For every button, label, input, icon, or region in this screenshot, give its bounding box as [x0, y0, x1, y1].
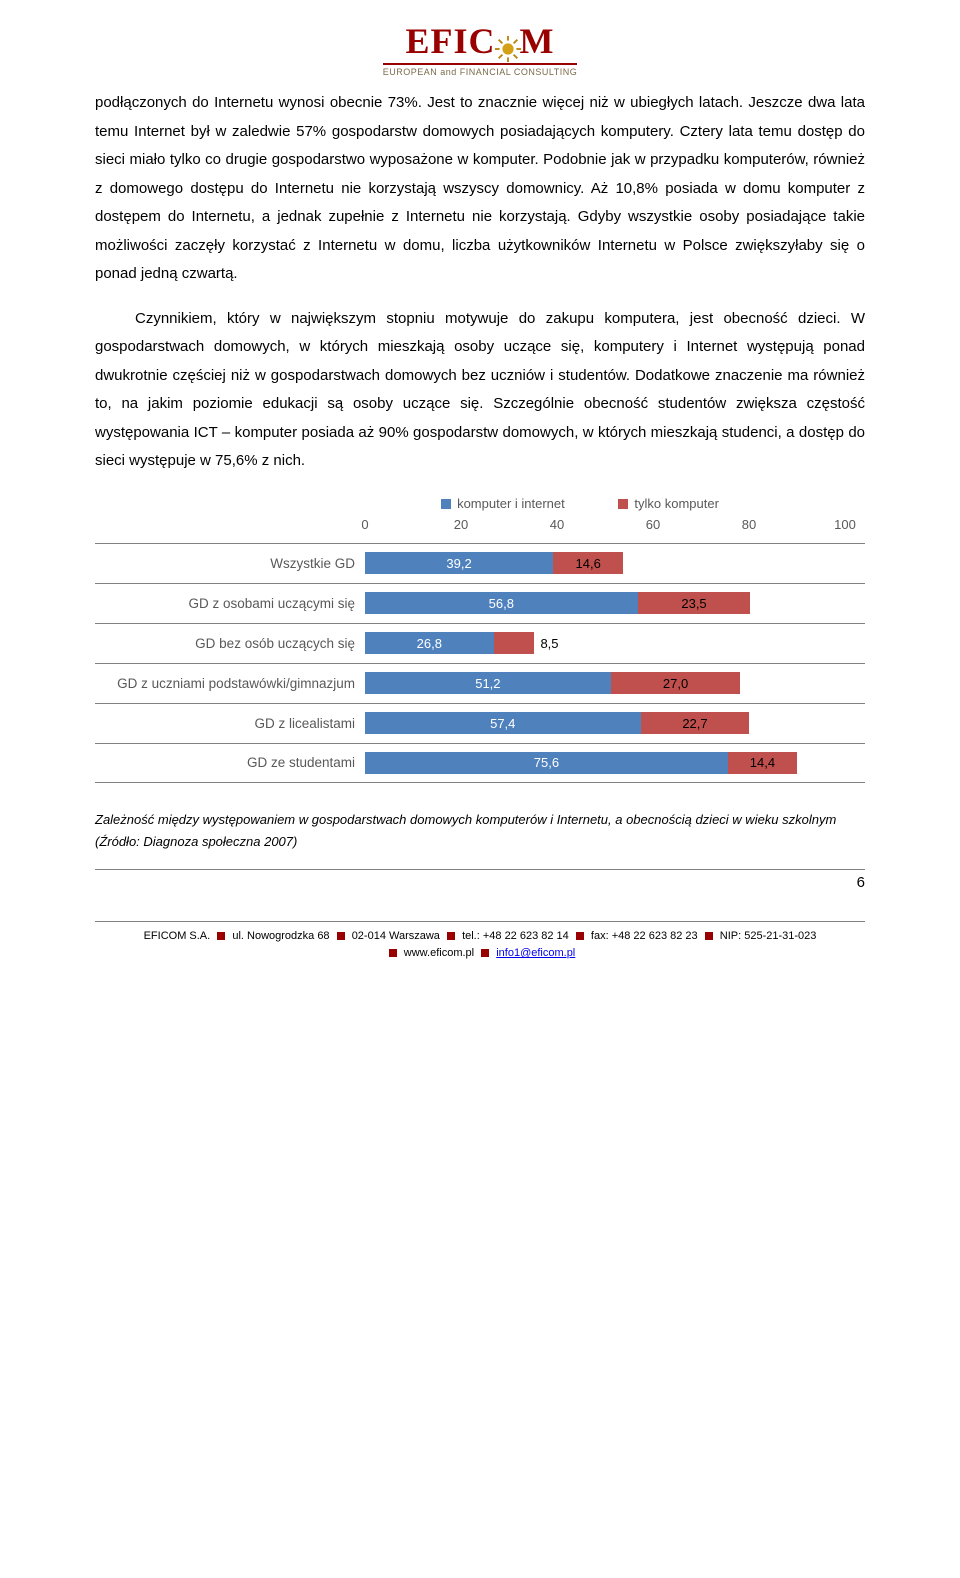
bar-segment-2: 22,7 — [641, 712, 750, 734]
row-label: GD ze studentami — [95, 755, 365, 770]
row-label: GD bez osób uczących się — [95, 636, 365, 651]
bar-area: 26,8 8,5 — [365, 632, 845, 654]
chart-rows: Wszystkie GD39,214,6GD z osobami uczącym… — [95, 543, 865, 783]
bar-chart: komputer i internet tylko komputer 0 20 40… — [95, 496, 865, 783]
bar-segment-2: 23,5 — [638, 592, 751, 614]
bullet-icon — [576, 932, 584, 940]
axis-tick: 20 — [454, 517, 468, 532]
chart-row: GD bez osób uczących się26,8 8,5 — [95, 623, 865, 663]
logo-sun-icon — [494, 35, 522, 63]
legend-item-1: komputer i internet — [441, 496, 565, 511]
logo-text-left: EFIC — [405, 21, 495, 61]
legend-item-2: tylko komputer — [618, 496, 719, 511]
logo-text-right: M — [520, 21, 555, 61]
bar-segment-2: 14,6 — [553, 552, 623, 574]
bar-segment-1: 57,4 — [365, 712, 641, 734]
legend-swatch-1 — [441, 499, 451, 509]
footer-fax: fax: +48 22 623 82 23 — [591, 930, 698, 942]
chart-row: Wszystkie GD39,214,6 — [95, 543, 865, 583]
footer-tel: tel.: +48 22 623 82 14 — [462, 930, 569, 942]
row-label: GD z uczniami podstawówki/gimnazjum — [95, 676, 365, 691]
bar-area: 39,214,6 — [365, 552, 845, 574]
bar-segment-1: 56,8 — [365, 592, 638, 614]
bar-area: 51,227,0 — [365, 672, 845, 694]
bar-segment-1: 75,6 — [365, 752, 728, 774]
bar-area: 57,422,7 — [365, 712, 845, 734]
row-label: GD z licealistami — [95, 716, 365, 731]
footer-nip: NIP: 525-21-31-023 — [720, 930, 817, 942]
paragraph-2: Czynnikiem, który w największym stopniu … — [95, 305, 865, 476]
bar-value-label: 8,5 — [534, 632, 558, 654]
bar-segment-1: 51,2 — [365, 672, 611, 694]
row-label: GD z osobami uczącymi się — [95, 596, 365, 611]
bullet-icon — [389, 949, 397, 957]
bullet-icon — [481, 949, 489, 957]
chart-row: GD z licealistami57,422,7 — [95, 703, 865, 743]
footer-email-link[interactable]: info1@eficom.pl — [496, 947, 575, 959]
logo-subtitle: EUROPEAN and FINANCIAL CONSULTING — [383, 63, 578, 77]
bar-segment-1: 39,2 — [365, 552, 553, 574]
bullet-icon — [447, 932, 455, 940]
chart-legend: komputer i internet tylko komputer — [95, 496, 865, 511]
chart-row: GD ze studentami75,614,4 — [95, 743, 865, 783]
chart-caption: Zależność między występowaniem w gospoda… — [95, 809, 865, 853]
chart-x-axis: 020406080100 — [365, 517, 845, 539]
logo-block: EFIC M EUROPEAN and FINANCIAL CONSULTING — [95, 20, 865, 79]
axis-tick: 0 — [361, 517, 368, 532]
legend-label-1: komputer i internet — [457, 496, 565, 511]
axis-tick: 40 — [550, 517, 564, 532]
bar-area: 75,614,4 — [365, 752, 845, 774]
page-footer: EFICOM S.A. ul. Nowogrodzka 68 02-014 Wa… — [95, 921, 865, 963]
chart-row: GD z osobami uczącymi się56,823,5 — [95, 583, 865, 623]
bar-segment-1: 26,8 — [365, 632, 494, 654]
page-number: 6 — [95, 869, 865, 891]
legend-label-2: tylko komputer — [634, 496, 719, 511]
bar-area: 56,823,5 — [365, 592, 845, 614]
footer-web: www.eficom.pl — [404, 947, 474, 959]
axis-tick: 100 — [834, 517, 856, 532]
row-label: Wszystkie GD — [95, 556, 365, 571]
footer-company: EFICOM S.A. — [144, 930, 211, 942]
bar-segment-2: 14,4 — [728, 752, 797, 774]
bullet-icon — [337, 932, 345, 940]
chart-row: GD z uczniami podstawówki/gimnazjum51,22… — [95, 663, 865, 703]
axis-tick: 80 — [742, 517, 756, 532]
axis-tick: 60 — [646, 517, 660, 532]
bullet-icon — [705, 932, 713, 940]
legend-swatch-2 — [618, 499, 628, 509]
footer-postal: 02-014 Warszawa — [352, 930, 440, 942]
bar-segment-2: 27,0 — [611, 672, 741, 694]
bullet-icon — [217, 932, 225, 940]
paragraph-1: podłączonych do Internetu wynosi obecnie… — [95, 89, 865, 289]
footer-address: ul. Nowogrodzka 68 — [232, 930, 329, 942]
bar-segment-2 — [494, 632, 535, 654]
